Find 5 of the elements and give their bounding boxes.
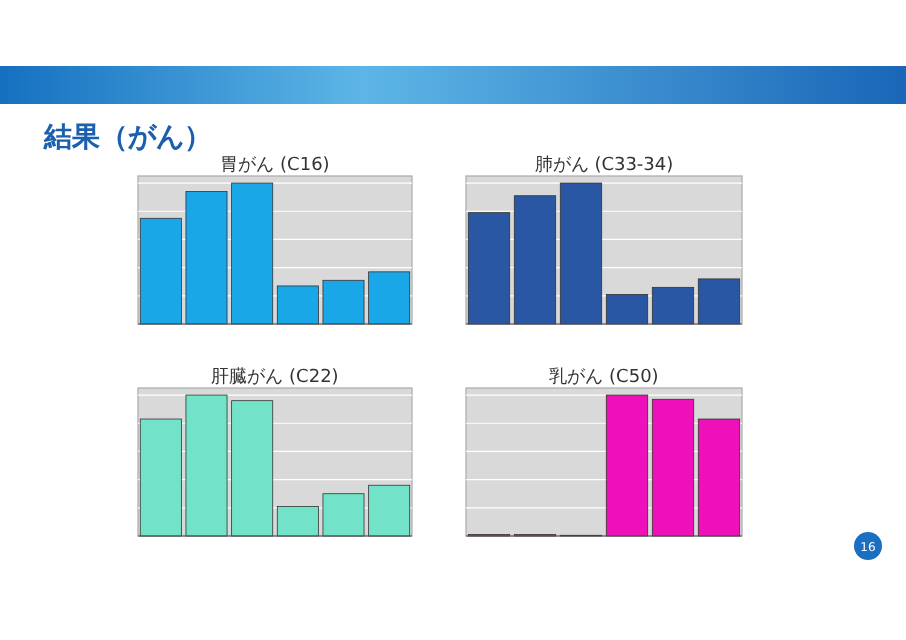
chart-title: 胃がん (C16): [220, 156, 330, 176]
chart-title: 肝臓がん (C22): [211, 366, 339, 388]
chart-title: 乳がん (C50): [549, 366, 659, 388]
chart-title: 肺がん (C33-34): [534, 154, 674, 176]
text: 結果（がん）: [42, 122, 212, 154]
